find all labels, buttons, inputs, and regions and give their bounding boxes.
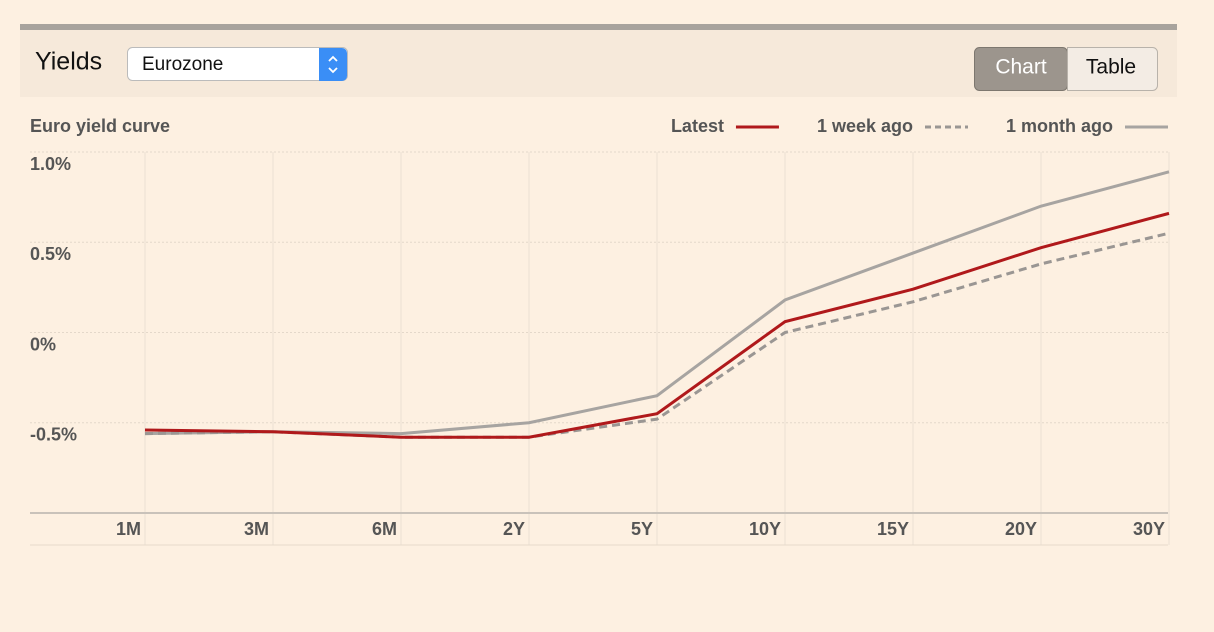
y-tick-label: 0% bbox=[30, 334, 56, 354]
select-value[interactable]: Eurozone bbox=[142, 54, 223, 75]
chart-title: Euro yield curve bbox=[30, 116, 170, 136]
x-tick-label: 10Y bbox=[749, 519, 781, 539]
select-chevrons bbox=[328, 55, 338, 74]
x-tick-label: 15Y bbox=[877, 519, 909, 539]
x-tick-label: 6M bbox=[372, 519, 397, 539]
legend-label: 1 month ago bbox=[1006, 116, 1113, 136]
x-tick-label: 1M bbox=[116, 519, 141, 539]
table-button[interactable] bbox=[1067, 47, 1158, 91]
x-tick-label: 5Y bbox=[631, 519, 653, 539]
x-tick-label: 2Y bbox=[503, 519, 525, 539]
x-tick-label: 30Y bbox=[1133, 519, 1165, 539]
top-bar bbox=[20, 24, 1177, 30]
y-tick-label: 1.0% bbox=[30, 154, 71, 174]
select-arrow[interactable] bbox=[319, 48, 347, 81]
x-tick-label: 20Y bbox=[1005, 519, 1037, 539]
select-box[interactable] bbox=[127, 47, 348, 81]
y-tick-label: 0.5% bbox=[30, 244, 71, 264]
table-button-label[interactable]: Table bbox=[1086, 56, 1136, 79]
legend-label: 1 week ago bbox=[817, 116, 913, 136]
series-line bbox=[144, 211, 1170, 439]
region-select[interactable]: Eurozone bbox=[127, 47, 348, 82]
chart-button-label[interactable]: Chart bbox=[995, 56, 1047, 79]
legend-label: Latest bbox=[671, 116, 724, 136]
y-tick-label: -0.5% bbox=[30, 425, 77, 445]
header-title: Yields bbox=[35, 48, 102, 76]
x-tick-label: 3M bbox=[244, 519, 269, 539]
